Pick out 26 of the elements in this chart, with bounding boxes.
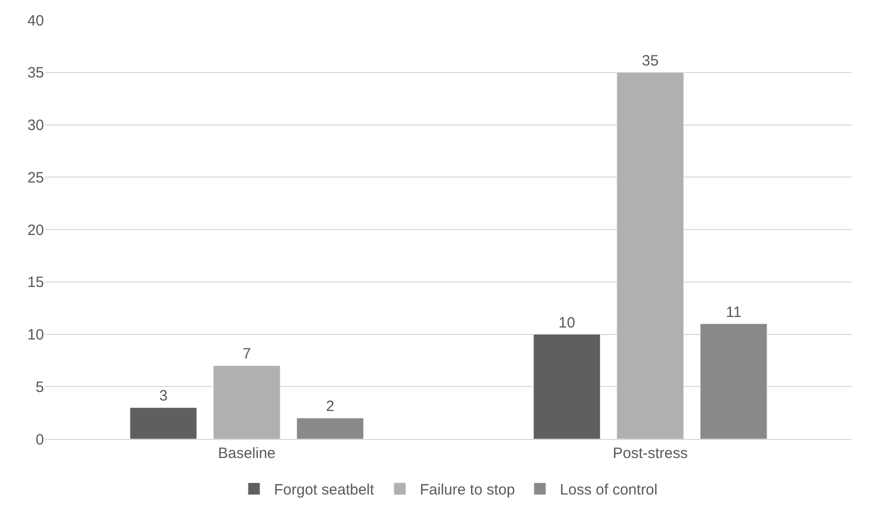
y-tick-label: 35 <box>27 64 44 82</box>
bar <box>213 365 280 439</box>
data-label: 7 <box>242 346 251 363</box>
y-tick-label: 5 <box>36 378 44 396</box>
y-tick-label: 0 <box>36 431 44 448</box>
data-label: 11 <box>726 304 742 321</box>
bar <box>700 324 768 439</box>
data-label: 10 <box>558 314 576 332</box>
y-tick-label: 40 <box>27 12 44 30</box>
x-tick-label: Baseline <box>218 445 276 462</box>
y-tick-label: 30 <box>27 117 44 134</box>
legend-label: Forgot seatbelt <box>274 482 375 499</box>
bar <box>616 72 684 439</box>
bar <box>296 418 364 439</box>
y-tick-label: 25 <box>27 169 44 186</box>
y-tick-label: 20 <box>27 222 44 239</box>
data-label: 3 <box>159 388 168 405</box>
y-tick-label: 15 <box>27 274 44 292</box>
data-label: 35 <box>642 52 659 70</box>
bar <box>533 334 600 439</box>
x-tick-label: Post-stress <box>612 445 688 462</box>
y-tick-label: 10 <box>27 326 44 344</box>
data-label: 2 <box>326 398 334 416</box>
legend-label: Loss of control <box>560 482 658 499</box>
legend-label: Failure to stop <box>420 482 515 499</box>
bar <box>130 407 197 439</box>
